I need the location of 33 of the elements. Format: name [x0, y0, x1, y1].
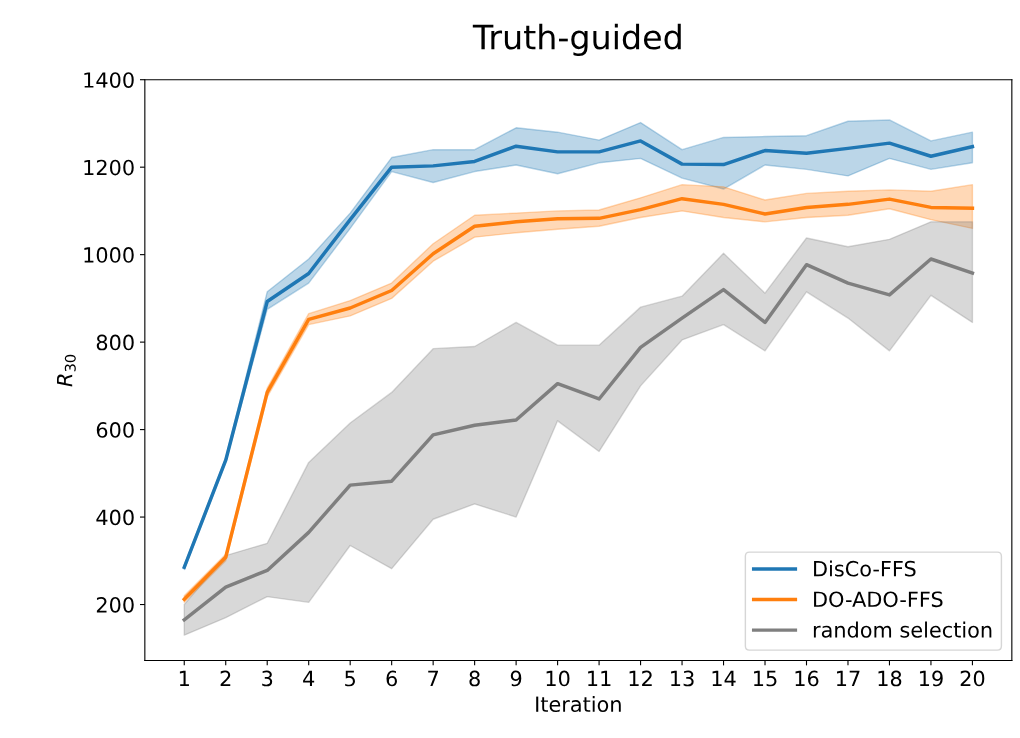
x-tick-label: 5: [345, 670, 355, 687]
x-tick-label: 6: [386, 670, 397, 687]
x-tick-label: 16: [795, 670, 819, 687]
y-tick-label: 200: [96, 596, 134, 613]
y-tick-label: 600: [96, 422, 134, 438]
x-tick-label: 15: [754, 670, 777, 687]
y-axis-title: R$_{30}$: [57, 354, 76, 387]
x-tick-label: 11: [588, 670, 611, 687]
x-tick-label: 8: [469, 670, 480, 687]
y-tick-label: 800: [96, 334, 134, 351]
x-tick-label: 20: [960, 670, 985, 687]
y-tick-label: 400: [96, 509, 134, 526]
x-tick-label: 13: [671, 670, 694, 687]
legend-label: DisCo-FFS: [814, 560, 916, 577]
x-tick-label: 17: [837, 670, 860, 687]
x-tick-label: 18: [878, 670, 902, 687]
x-tick-label: 19: [919, 670, 943, 687]
legend-label: random selection: [813, 621, 992, 638]
x-tick-label: 7: [428, 670, 438, 687]
x-tick-label: 1: [179, 670, 189, 687]
chart-title: Truth-guided: [472, 23, 681, 57]
legend-label: DO-ADO-FFS: [814, 591, 943, 608]
x-tick-label: 14: [712, 670, 736, 687]
x-axis-title: Iteration: [536, 695, 621, 713]
y-tick-label: 1000: [84, 247, 134, 263]
y-tick-label: 1400: [84, 72, 134, 88]
x-tick-label: 3: [262, 670, 273, 687]
y-tick-label: 1200: [84, 159, 134, 176]
x-tick-label: 9: [510, 670, 522, 687]
x-tick-label: 10: [546, 670, 570, 687]
x-tick-label: 4: [303, 670, 315, 687]
x-tick-label: 2: [220, 670, 231, 687]
x-tick-label: 12: [629, 670, 652, 687]
